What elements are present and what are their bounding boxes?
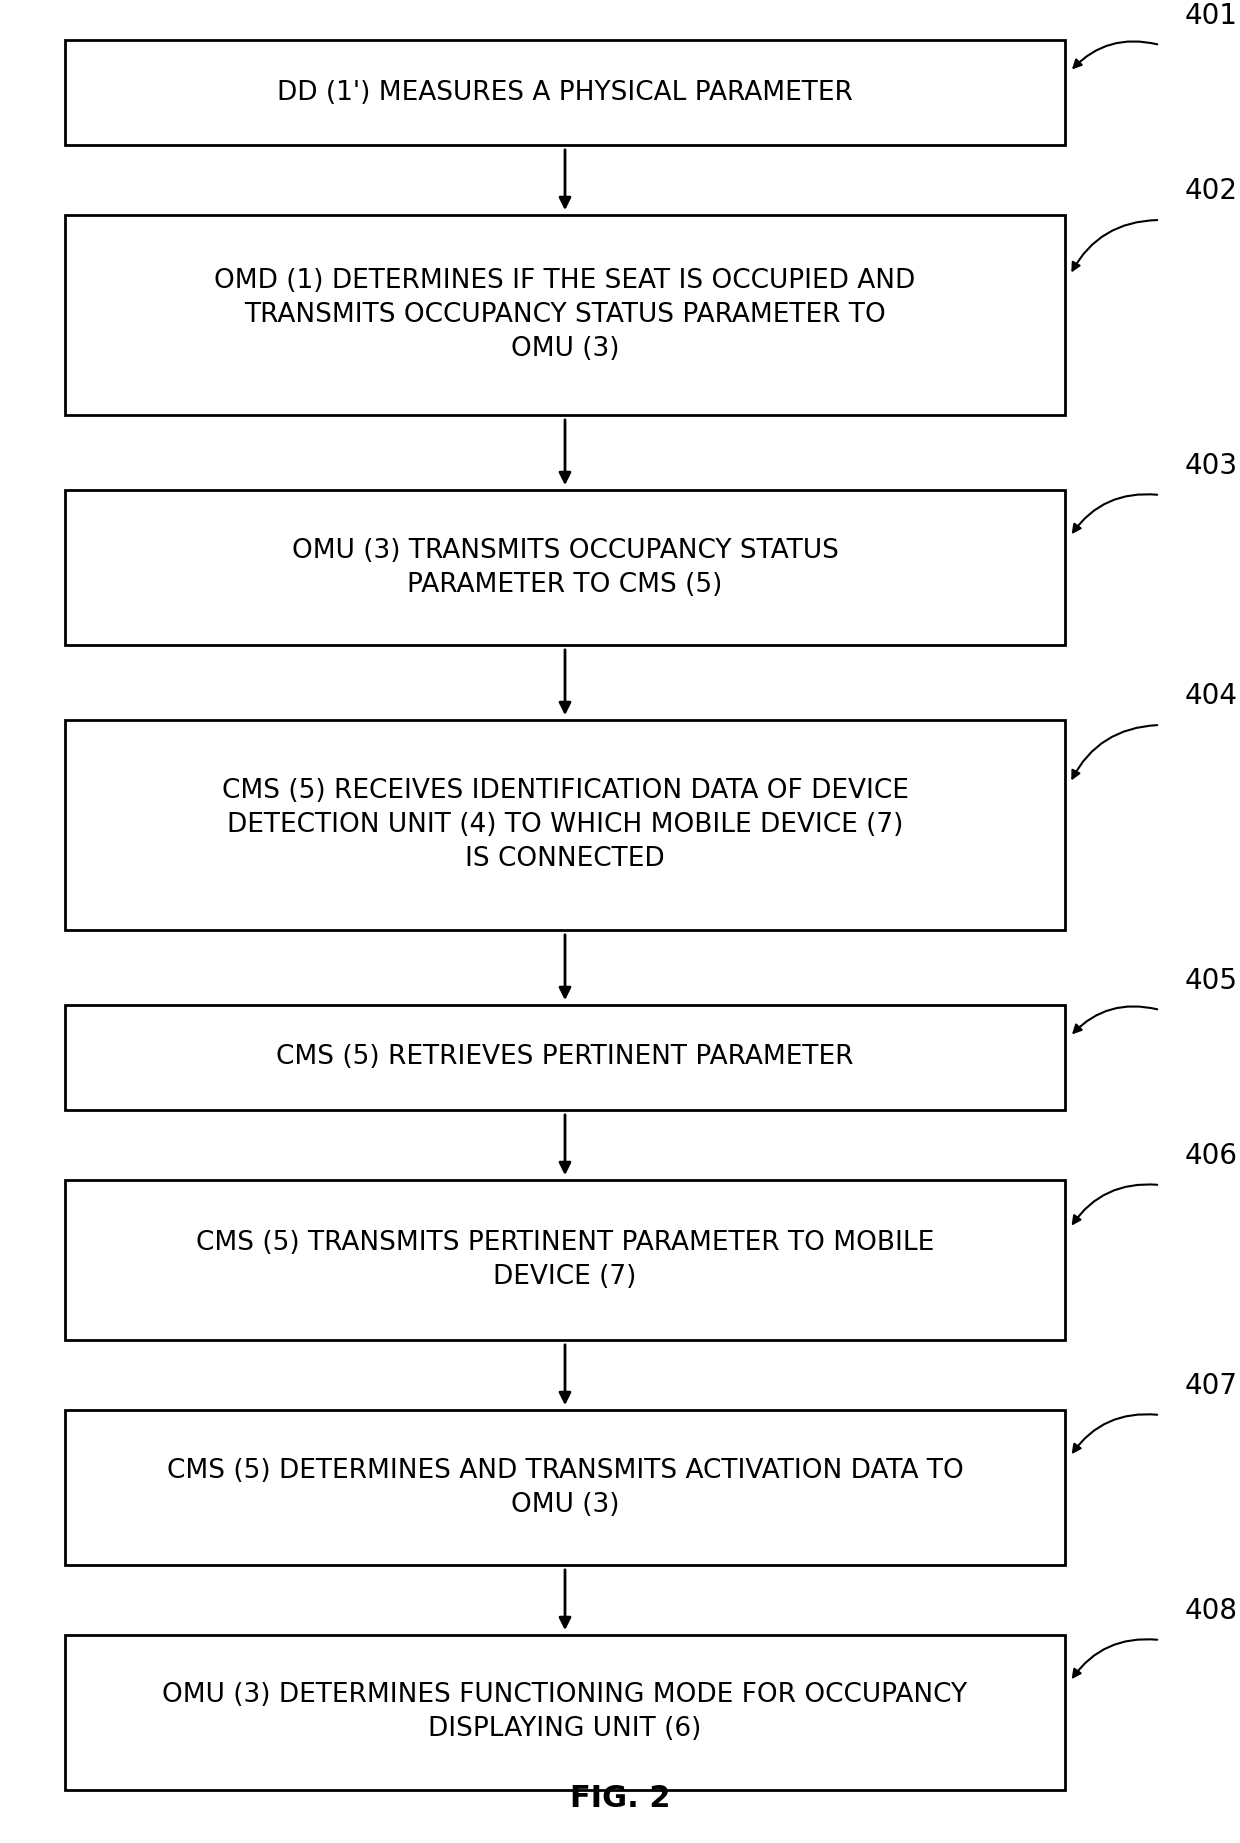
Bar [64, 1410, 1065, 1565]
Text: OMU (3) DETERMINES FUNCTIONING MODE FOR OCCUPANCY
DISPLAYING UNIT (6): OMU (3) DETERMINES FUNCTIONING MODE FOR … [162, 1683, 967, 1742]
Bar [64, 1180, 1065, 1340]
Text: 407: 407 [1185, 1371, 1238, 1401]
Text: OMD (1) DETERMINES IF THE SEAT IS OCCUPIED AND
TRANSMITS OCCUPANCY STATUS PARAME: OMD (1) DETERMINES IF THE SEAT IS OCCUPI… [215, 267, 915, 361]
Text: CMS (5) RECEIVES IDENTIFICATION DATA OF DEVICE
DETECTION UNIT (4) TO WHICH MOBIL: CMS (5) RECEIVES IDENTIFICATION DATA OF … [222, 778, 909, 872]
Text: 405: 405 [1185, 968, 1238, 995]
Bar [64, 216, 1065, 415]
Text: CMS (5) RETRIEVES PERTINENT PARAMETER: CMS (5) RETRIEVES PERTINENT PARAMETER [277, 1045, 854, 1071]
Text: FIG. 2: FIG. 2 [569, 1784, 671, 1814]
Text: 403: 403 [1185, 452, 1238, 479]
Text: 404: 404 [1185, 682, 1238, 710]
Text: CMS (5) TRANSMITS PERTINENT PARAMETER TO MOBILE
DEVICE (7): CMS (5) TRANSMITS PERTINENT PARAMETER TO… [196, 1229, 934, 1290]
Text: 408: 408 [1185, 1598, 1238, 1626]
Text: 401: 401 [1185, 2, 1238, 29]
Bar [64, 1635, 1065, 1790]
Text: 406: 406 [1185, 1143, 1238, 1170]
Text: DD (1') MEASURES A PHYSICAL PARAMETER: DD (1') MEASURES A PHYSICAL PARAMETER [277, 79, 853, 105]
Bar [64, 41, 1065, 146]
Bar [64, 1004, 1065, 1109]
Text: CMS (5) DETERMINES AND TRANSMITS ACTIVATION DATA TO
OMU (3): CMS (5) DETERMINES AND TRANSMITS ACTIVAT… [166, 1458, 963, 1517]
Bar [64, 721, 1065, 931]
Text: 402: 402 [1185, 177, 1238, 205]
Text: OMU (3) TRANSMITS OCCUPANCY STATUS
PARAMETER TO CMS (5): OMU (3) TRANSMITS OCCUPANCY STATUS PARAM… [291, 538, 838, 597]
Bar [64, 490, 1065, 645]
